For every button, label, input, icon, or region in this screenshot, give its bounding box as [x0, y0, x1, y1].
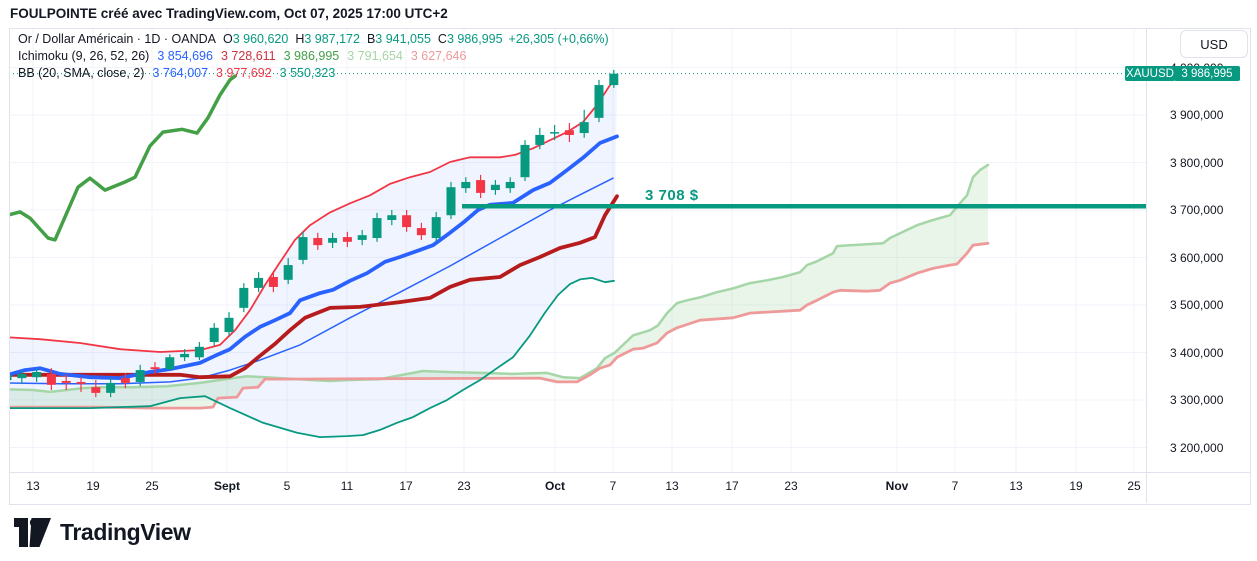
tradingview-logo-icon — [14, 518, 51, 547]
time-axis-label: 17 — [399, 479, 413, 493]
time-axis-label: Nov — [885, 479, 909, 493]
indicator-value: 3 728,611 — [220, 49, 276, 63]
indicator-value: 3 550,323 — [279, 66, 336, 80]
bb-title: BB (20, SMA, close, 2) — [18, 66, 145, 80]
time-axis-label: 13 — [26, 479, 40, 493]
time-axis-label: Oct — [544, 479, 566, 493]
price-axis-label: 3 600,000 — [1170, 250, 1224, 265]
time-axis-label: 25 — [145, 479, 159, 493]
ohlc-value: 3 960,620 — [232, 32, 289, 46]
tradingview-logo[interactable]: TradingView — [14, 518, 191, 547]
indicator-value: 3 627,646 — [410, 49, 467, 63]
legend-bb-row: BB (20, SMA, close, 2) 3 764,007 3 977,692… — [18, 65, 609, 81]
time-axis-label: 7 — [951, 479, 959, 493]
price-axis-label: 3 500,000 — [1170, 298, 1224, 312]
snapshot-header-title: FOULPOINTE créé avec TradingView.com, Oc… — [10, 6, 448, 21]
time-axis-label: 11 — [340, 479, 354, 493]
time-axis-label: 5 — [283, 479, 291, 493]
time-axis-label: 19 — [86, 479, 100, 493]
ohlc-value: 3 986,995 — [446, 32, 503, 46]
time-axis-label: 19 — [1069, 479, 1083, 493]
ohlc-value: 3 941,055 — [375, 32, 431, 46]
time-axis-label: 13 — [665, 479, 679, 493]
bb-values: 3 764,007 3 977,692 3 550,323 — [144, 66, 335, 80]
ohlc-values: O3 960,620 H3 987,172 B3 941,055 C3 986,995 — [216, 32, 503, 46]
chart-legend: Or / Dollar Américain · 1D · OANDA O3 960… — [18, 31, 609, 82]
ohlc-key: B — [366, 32, 376, 46]
time-axis-separator — [9, 472, 1250, 473]
indicator-value: 3 854,696 — [157, 49, 213, 63]
price-axis-label: 3 800,000 — [1170, 155, 1224, 170]
symbol-badge: XAUUSD — [1125, 66, 1175, 81]
indicator-value: 3 986,995 — [283, 49, 340, 63]
time-axis-label: 25 — [1127, 479, 1141, 493]
price-axis-label: 3 300,000 — [1170, 393, 1224, 407]
price-axis-label: 3 700,000 — [1170, 203, 1224, 217]
time-axis-label: 17 — [725, 479, 739, 493]
change-value: +26,305 (+0,66%) — [508, 32, 609, 46]
ray-price-label: 3 708 $ — [645, 187, 699, 205]
ohlc-key: C — [437, 32, 447, 46]
last-price-badge: 3 986,995 — [1174, 66, 1240, 81]
price-axis-label: 3 400,000 — [1170, 345, 1224, 360]
legend-ichimoku-row: Ichimoku (9, 26, 52, 26) 3 854,696 3 728,6… — [18, 48, 609, 64]
ichimoku-values: 3 854,696 3 728,611 3 986,995 3 791,654 3 62… — [149, 49, 466, 63]
symbol-title: Or / Dollar Américain · 1D · OANDA — [18, 32, 216, 46]
indicator-value: 3 791,654 — [347, 49, 403, 63]
time-axis-label: Sept — [213, 479, 241, 493]
indicator-value: 3 977,692 — [216, 66, 272, 80]
price-axis-label: 3 900,000 — [1170, 108, 1224, 122]
time-axis-label: 13 — [1009, 479, 1023, 493]
ohlc-value: 3 987,172 — [304, 32, 360, 46]
currency-toggle-button[interactable]: USD — [1180, 30, 1248, 58]
legend-symbol-row: Or / Dollar Américain · 1D · OANDA O3 960… — [18, 31, 609, 47]
time-axis-label: 7 — [609, 479, 617, 493]
ichimoku-title: Ichimoku (9, 26, 52, 26) — [18, 49, 150, 63]
price-axis-label: 3 200,000 — [1170, 440, 1224, 455]
price-axis-separator — [1146, 28, 1147, 503]
indicator-value: 3 764,007 — [152, 66, 209, 80]
ohlc-key: O — [222, 32, 233, 46]
time-axis-label: 23 — [457, 479, 471, 493]
tradingview-logo-text: TradingView — [60, 519, 191, 545]
time-axis-label: 23 — [784, 479, 798, 493]
ohlc-key: H — [295, 32, 305, 46]
